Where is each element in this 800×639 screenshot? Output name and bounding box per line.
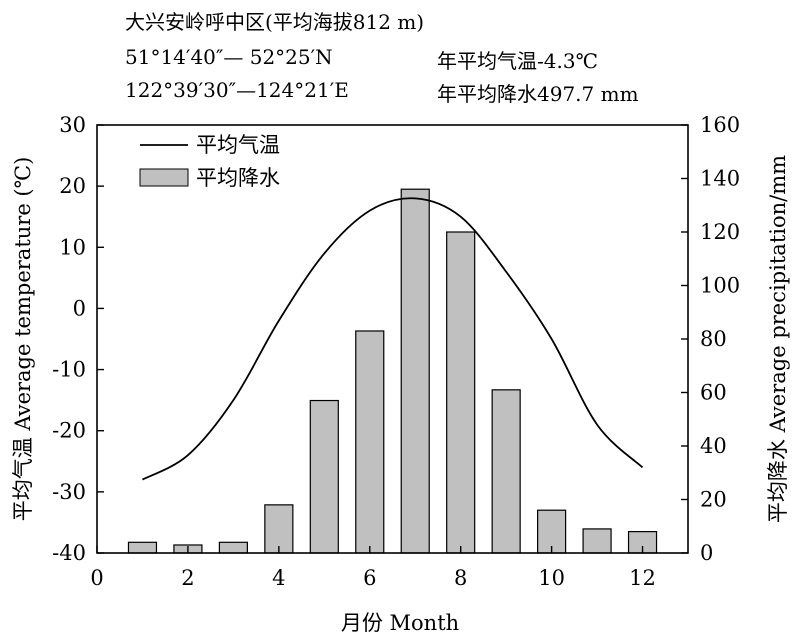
x-tick-label: 2 [181,566,194,590]
y-left-tick-label: -20 [52,419,86,443]
longitude-range: 122°39′30″—124°21′E [125,78,349,102]
precipitation-bar [537,509,567,554]
y-left-tick-label: -30 [52,480,86,504]
y-right-tick-label: 40 [700,434,727,458]
x-tick-label: 8 [454,566,467,590]
y-left-tick-label: 0 [73,296,86,320]
x-tick-label: 4 [272,566,285,590]
x-tick-label: 0 [90,566,103,590]
precipitation-bar [218,541,248,554]
y-right-tick-label: 60 [700,381,727,405]
y-right-tick-label: 0 [700,541,713,565]
precipitation-bar [400,188,430,554]
y-axis-left-label: 平均气温 Average temperature (℃) [11,157,35,522]
y-left-tick-label: 30 [59,113,86,137]
precipitation-bar [491,389,521,554]
annual-mean-precipitation: 年平均降水497.7 mm [437,82,639,106]
y-right-tick-label: 140 [700,167,740,191]
precipitation-bar [582,528,612,554]
y-left-tick-label: 10 [59,235,86,259]
y-right-tick-label: 120 [700,220,740,244]
temperature-line [142,197,644,481]
y-left-tick-label: 20 [59,174,86,198]
y-right-tick-label: 80 [700,327,727,351]
legend: 平均气温 平均降水 [139,133,280,190]
x-tick-label: 6 [363,566,376,590]
precipitation-bar [127,541,158,554]
precipitation-bar [446,231,476,554]
annual-mean-temperature: 年平均气温-4.3℃ [437,49,598,73]
precipitation-bar [355,330,385,554]
legend-bar-swatch [139,168,189,187]
y-axis-right-label: 平均降水 Average precipitation/mm [766,155,790,523]
y-right-tick-label: 100 [700,274,740,298]
y-right-tick-label: 20 [700,488,727,512]
y-right-tick-label: 160 [700,113,740,137]
legend-label-temperature: 平均气温 [196,133,280,157]
precipitation-bar [264,504,294,554]
y-left-tick-label: -10 [52,358,86,382]
y-left-tick-label: -40 [52,541,86,565]
precipitation-bar [309,399,339,554]
x-axis-label: 月份 Month [341,611,459,635]
x-tick-label: 12 [629,566,656,590]
x-tick-label: 10 [538,566,565,590]
legend-label-precipitation: 平均降水 [196,166,280,190]
latitude-range: 51°14′40″— 52°25′N [125,45,333,69]
plot-frame [96,124,689,554]
chart-title: 大兴安岭呼中区(平均海拔812 m) [125,10,425,34]
